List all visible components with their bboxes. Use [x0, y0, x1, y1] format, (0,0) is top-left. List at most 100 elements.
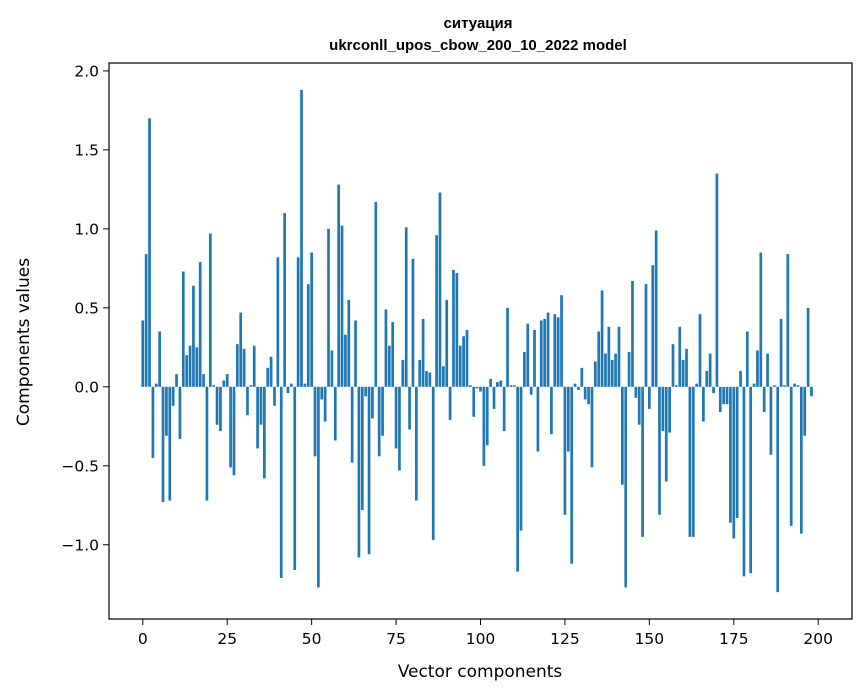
bar-52 — [317, 386, 320, 588]
bar-48 — [303, 383, 307, 387]
bar-65 — [360, 386, 364, 511]
bar-62 — [350, 386, 354, 463]
bar-185 — [766, 353, 769, 387]
bar-128 — [573, 383, 577, 387]
bar-32 — [249, 385, 253, 387]
bar-132 — [587, 386, 590, 405]
bar-15 — [192, 285, 195, 387]
bar-138 — [607, 326, 611, 387]
bar-49 — [306, 284, 310, 387]
bar-58 — [337, 184, 340, 387]
bar-131 — [583, 386, 587, 400]
bar-31 — [246, 386, 249, 416]
bar-134 — [593, 361, 597, 387]
bar-74 — [391, 322, 395, 387]
bar-71 — [381, 386, 384, 436]
bar-61 — [347, 299, 351, 387]
bar-109 — [509, 385, 513, 387]
bar-19 — [205, 386, 209, 501]
bar-26 — [229, 386, 232, 468]
bar-33 — [252, 345, 256, 387]
bar-68 — [371, 386, 374, 419]
bar-16 — [195, 347, 199, 387]
bar-79 — [408, 386, 411, 430]
chart-subtitle: ukrconll_upos_cbow_200_10_2022 model — [329, 37, 627, 54]
bar-178 — [742, 386, 746, 577]
bar-81 — [414, 386, 418, 501]
bar-118 — [539, 320, 543, 387]
bar-182 — [756, 350, 759, 387]
bar-144 — [627, 352, 631, 387]
bar-78 — [404, 227, 408, 387]
bar-197 — [806, 307, 810, 387]
bar-181 — [752, 383, 756, 387]
bar-75 — [394, 386, 398, 449]
x-tick-label: 125 — [550, 630, 580, 648]
bar-54 — [323, 386, 327, 422]
y-tick-label: 1.0 — [74, 220, 99, 238]
bar-72 — [384, 309, 388, 387]
bar-3 — [151, 386, 155, 458]
y-tick-label: 2.0 — [74, 62, 99, 80]
bar-108 — [506, 307, 509, 387]
bar-2 — [148, 118, 151, 387]
bar-141 — [617, 326, 621, 387]
bar-117 — [536, 386, 540, 452]
bar-139 — [610, 359, 614, 387]
bar-70 — [377, 386, 381, 457]
bar-95 — [462, 336, 465, 387]
bar-21 — [212, 385, 216, 387]
x-tick-label: 150 — [635, 630, 665, 648]
bar-186 — [769, 386, 773, 455]
bar-166 — [702, 386, 705, 422]
x-tick-label: 175 — [719, 630, 749, 648]
bar-121 — [550, 386, 553, 435]
bar-40 — [276, 257, 280, 387]
bar-53 — [320, 386, 324, 400]
bar-59 — [340, 225, 344, 387]
bar-174 — [729, 386, 732, 523]
bar-57 — [333, 386, 337, 441]
bar-150 — [648, 386, 651, 409]
bar-77 — [401, 359, 405, 387]
bar-38 — [269, 356, 273, 387]
bar-22 — [215, 386, 219, 425]
bar-113 — [523, 352, 526, 387]
plot-frame — [108, 62, 853, 620]
bar-123 — [556, 317, 560, 387]
bar-162 — [688, 386, 692, 537]
bar-198 — [810, 386, 813, 397]
bar-163 — [691, 386, 695, 537]
bar-179 — [745, 331, 749, 387]
bar-110 — [512, 385, 516, 387]
bar-98 — [472, 386, 476, 417]
bar-5 — [158, 331, 162, 387]
y-tick-label: −1.0 — [61, 536, 99, 554]
bar-100 — [479, 386, 482, 392]
bar-55 — [327, 228, 330, 387]
bar-93 — [455, 273, 459, 387]
bar-41 — [279, 386, 283, 578]
bar-11 — [178, 386, 182, 439]
x-tick-label: 75 — [386, 630, 406, 648]
bar-140 — [614, 353, 617, 387]
bar-189 — [779, 318, 783, 387]
bar-96 — [465, 329, 469, 387]
bar-107 — [502, 386, 506, 432]
bar-168 — [708, 353, 712, 387]
bar-137 — [604, 353, 607, 387]
bar-29 — [239, 312, 243, 387]
bar-86 — [431, 386, 435, 541]
bar-36 — [263, 386, 266, 479]
bar-180 — [749, 386, 753, 574]
bar-45 — [293, 386, 297, 571]
bar-175 — [732, 386, 736, 539]
y-tick-label: 0.5 — [74, 299, 99, 317]
bar-125 — [563, 386, 567, 515]
bar-37 — [266, 367, 270, 387]
bar-17 — [198, 262, 202, 387]
bar-142 — [620, 386, 624, 485]
bar-164 — [695, 383, 698, 387]
bar-10 — [175, 374, 178, 387]
bar-76 — [398, 386, 401, 471]
